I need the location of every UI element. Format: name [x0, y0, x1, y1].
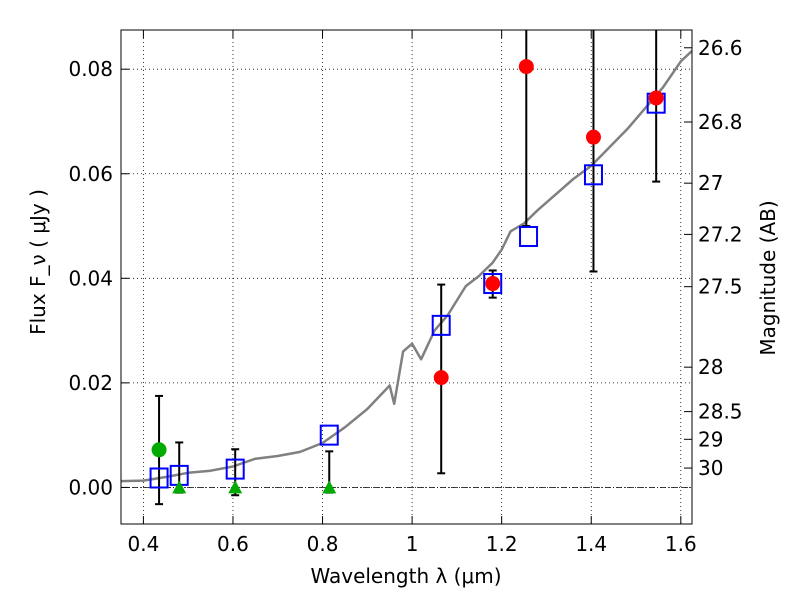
observed-flux-point [151, 442, 167, 458]
grid [121, 30, 692, 524]
y-tick-label: 0.08 [68, 57, 113, 81]
x-tick-label: 0.8 [307, 532, 339, 556]
x-tick-label: 0.6 [217, 532, 249, 556]
x-tick-label: 1 [406, 532, 419, 556]
y-tick-label: 0.02 [68, 371, 113, 395]
observed-flux-point [648, 90, 664, 106]
y-tick-label: 0.06 [68, 162, 113, 186]
axes: 0.4 0.6 0.8 1 1.2 1.4 1.6 0.00 0.02 0.04 0.06 0.08 2… [68, 30, 743, 556]
right-tick-label: 26.6 [698, 36, 743, 60]
y-tick-label: 0.00 [68, 475, 113, 499]
right-tick-label: 30 [698, 456, 723, 480]
right-tick-label: 27 [698, 171, 723, 195]
plot-frame [120, 29, 693, 525]
y-tick-label: 0.04 [68, 266, 113, 290]
model-flux-square [225, 458, 245, 480]
x-tick-label: 1.4 [575, 532, 607, 556]
upper-limit-triangle [322, 480, 337, 494]
model-flux-square [483, 273, 503, 295]
upper-limit-triangle [172, 480, 187, 494]
plot-area [121, 30, 692, 506]
model-flux-square [431, 314, 451, 336]
right-tick-label: 27.2 [698, 222, 743, 246]
x-tick-label: 1.2 [486, 532, 518, 556]
observed-flux-point [433, 370, 449, 386]
upper-limit-triangle [228, 480, 243, 494]
right-tick-label: 26.8 [698, 110, 743, 134]
y-axis-label: Flux F_ν ( μJy ) [26, 189, 50, 335]
right-tick-label: 28 [698, 355, 723, 379]
model-flux-square [319, 424, 339, 446]
x-tick-label: 0.4 [127, 532, 159, 556]
x-tick-label: 1.6 [665, 532, 697, 556]
right-axis-label: Magnitude (AB) [756, 200, 780, 355]
observed-flux-point [585, 129, 601, 145]
model-flux-square [583, 164, 603, 186]
spectrum-line [121, 49, 692, 483]
model-flux-square [149, 467, 169, 489]
observed-flux-point [518, 59, 534, 75]
right-tick-label: 29 [698, 427, 723, 451]
model-flux-square [519, 225, 539, 247]
right-tick-label: 28.5 [698, 400, 743, 424]
x-axis-label: Wavelength λ (μm) [310, 564, 501, 588]
observed-flux-point [485, 276, 501, 292]
right-tick-label: 27.5 [698, 275, 743, 299]
